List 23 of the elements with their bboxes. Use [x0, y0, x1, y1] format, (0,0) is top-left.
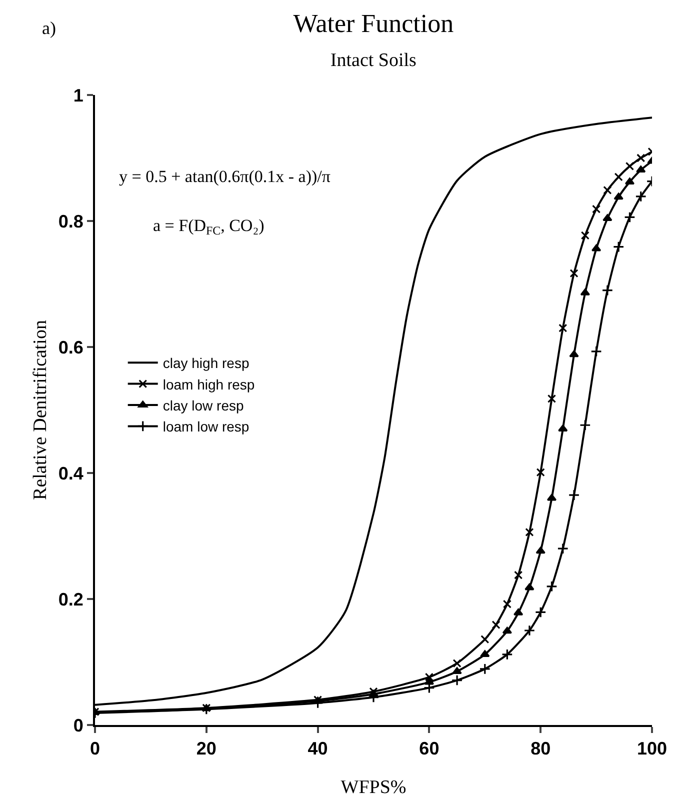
legend-label: loam high resp [162, 376, 255, 392]
legend-label: loam low resp [162, 418, 250, 435]
x-tick-label: 40 [308, 738, 328, 759]
x-axis-title: WFPS% [340, 777, 406, 798]
chart-title: Water Function [293, 9, 454, 38]
chart-subtitle: Intact Soils [330, 50, 416, 71]
x-tick-label: 80 [530, 738, 551, 759]
y-tick-label: 1 [73, 85, 84, 106]
x-tick-label: 60 [419, 738, 440, 759]
x-tick-label: 100 [636, 738, 668, 759]
legend-label: clay low resp [162, 397, 244, 414]
x-tick-label: 20 [196, 738, 216, 759]
annotation: a = F(D$_{FC}$, CO₂) [153, 216, 264, 238]
y-tick-label: 0.2 [58, 589, 84, 610]
y-tick-label: 0.8 [58, 211, 84, 232]
y-tick-label: 0.6 [58, 337, 84, 358]
x-tick-label: 0 [90, 738, 100, 759]
annotation: y = 0.5 + atan(0.6π(0.1x - a))/π [119, 167, 331, 186]
y-axis-title: Relative Denitrification [30, 320, 51, 500]
text: a) [42, 18, 56, 38]
y-tick-label: 0.4 [58, 463, 84, 484]
y-tick-label: 0 [73, 715, 84, 736]
legend-label: clay high resp [162, 355, 250, 372]
